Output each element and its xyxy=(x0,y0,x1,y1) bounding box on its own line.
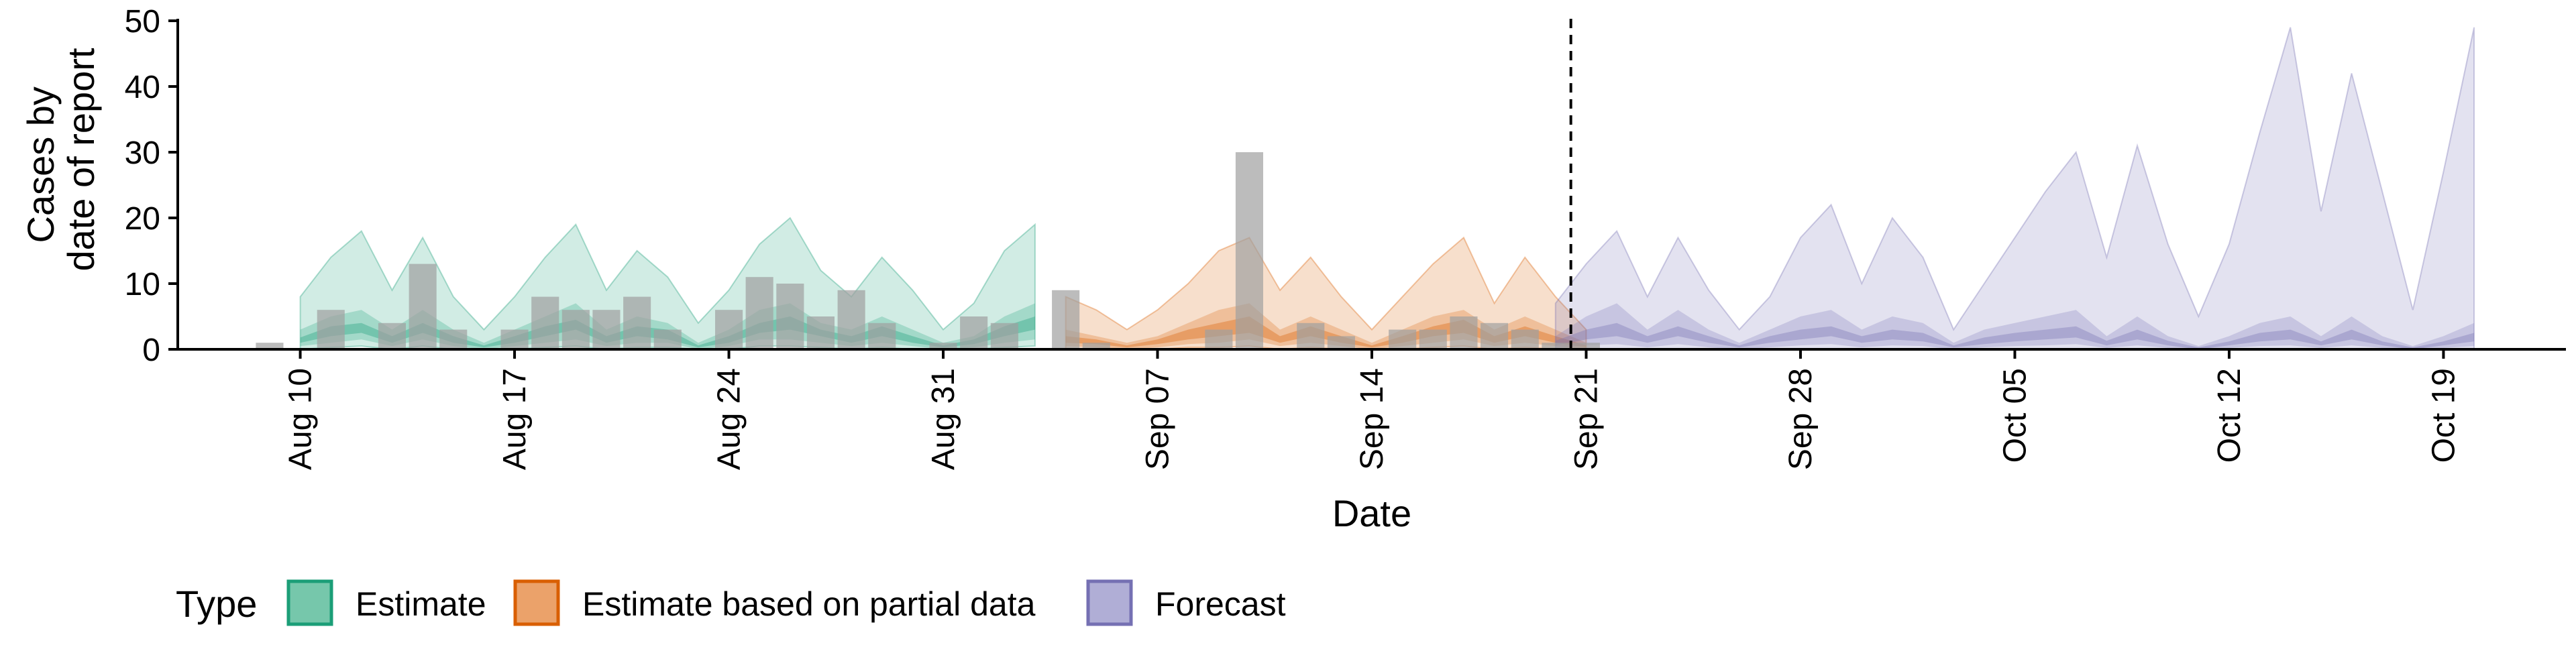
reported-cases-bar xyxy=(1052,290,1080,349)
x-tick-label: Aug 31 xyxy=(926,368,961,470)
reported-cases-bar xyxy=(317,310,345,349)
x-tick-label: Oct 12 xyxy=(2212,368,2247,463)
reported-cases-bar xyxy=(1082,343,1110,349)
y-tick-label: 40 xyxy=(125,70,160,105)
reported-cases-bar xyxy=(868,322,896,349)
reported-cases-bar xyxy=(378,322,406,349)
reported-cases-bar xyxy=(1542,343,1570,349)
reported-cases-bar xyxy=(837,290,865,349)
legend: Type Estimate Estimate based on partial d… xyxy=(176,579,1286,626)
legend-label-forecast: Forecast xyxy=(1155,585,1286,623)
x-tick-label: Sep 14 xyxy=(1354,368,1390,470)
y-ticks: 0 10 20 30 40 50 xyxy=(125,4,178,368)
reported-cases-bar xyxy=(1511,329,1539,349)
reported-cases-bar xyxy=(1235,152,1263,349)
x-tick-label: Sep 07 xyxy=(1140,368,1176,470)
reported-cases-bar xyxy=(1327,336,1355,349)
y-axis-title: Cases by date of report xyxy=(19,48,102,272)
reported-cases-bar xyxy=(1450,316,1478,349)
legend-key-estimate xyxy=(286,579,333,626)
reported-cases-bar xyxy=(1389,329,1417,349)
reported-cases-bar xyxy=(715,310,743,349)
reported-cases-bar xyxy=(653,329,682,349)
legend-title: Type xyxy=(176,583,257,625)
reported-cases-layer xyxy=(256,152,1600,350)
reported-cases-bar xyxy=(990,322,1018,349)
reported-cases-bar xyxy=(960,316,988,349)
reported-cases-bar xyxy=(561,310,590,349)
y-tick-label: 50 xyxy=(125,4,160,40)
reported-cases-bar xyxy=(500,329,529,349)
y-tick-label: 0 xyxy=(142,333,160,368)
legend-key-forecast xyxy=(1086,579,1133,626)
y-tick-label: 30 xyxy=(125,135,160,171)
reported-cases-bar xyxy=(623,296,651,349)
x-tick-label: Sep 28 xyxy=(1783,368,1819,470)
y-tick-label: 20 xyxy=(125,201,160,237)
reported-cases-bar xyxy=(439,329,468,349)
x-tick-label: Sep 21 xyxy=(1569,368,1605,470)
reported-cases-bar xyxy=(1297,322,1325,349)
forecast-band-50 xyxy=(1555,303,2475,349)
reported-cases-bar xyxy=(806,316,835,349)
reported-cases-bar xyxy=(929,343,957,349)
x-tick-label: Aug 10 xyxy=(283,368,319,470)
reported-cases-bar xyxy=(531,296,559,349)
legend-label-estimate: Estimate xyxy=(356,585,486,623)
reported-cases-bar xyxy=(1572,343,1600,349)
reported-cases-bar xyxy=(1481,322,1509,349)
forecast-band-20 xyxy=(1555,322,2475,349)
reported-cases-bar xyxy=(745,277,773,349)
y-tick-label: 10 xyxy=(125,267,160,302)
x-axis-title: Date xyxy=(1332,492,1411,534)
x-tick-label: Oct 05 xyxy=(1998,368,2033,463)
y-axis-title-line-2: date of report xyxy=(60,48,102,272)
reported-cases-bar xyxy=(592,310,621,349)
legend-label-estimate-based-on-partial-data: Estimate based on partial data xyxy=(582,585,1036,623)
forecast-band-90 xyxy=(1554,27,2475,350)
reported-cases-bar xyxy=(1419,329,1447,349)
x-tick-label: Aug 24 xyxy=(712,368,747,470)
reported-cases-bar xyxy=(776,284,804,349)
y-axis-title-line-1: Cases by xyxy=(19,86,62,243)
reported-cases-bar xyxy=(409,263,437,349)
reported-cases-bar xyxy=(256,343,284,349)
x-ticks: Aug 10 Aug 17 Aug 24 Aug 31 Sep 07 Sep 14 Sep … xyxy=(283,349,2461,470)
x-tick-label: Aug 17 xyxy=(497,368,533,470)
x-tick-label: Oct 19 xyxy=(2426,368,2461,463)
reported-cases-bar xyxy=(1205,329,1233,349)
legend-key-estimate-based-on-partial-data xyxy=(513,579,560,626)
